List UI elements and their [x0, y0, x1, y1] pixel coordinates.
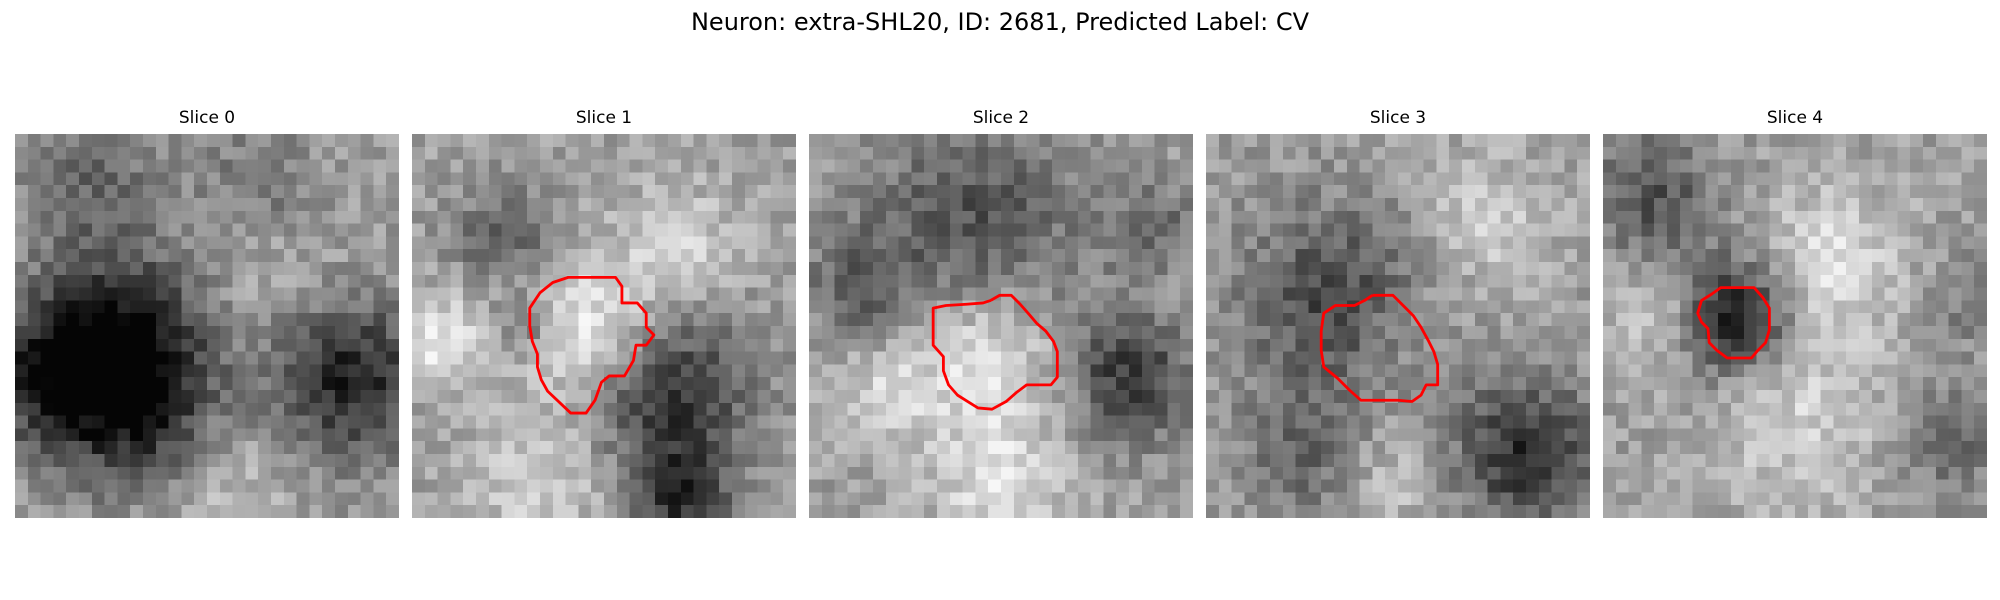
slice-image-2: [809, 134, 1193, 518]
slice-title-2: Slice 2: [972, 108, 1030, 128]
slice-panel-0: Slice 0: [15, 106, 399, 518]
slice-panel-4: Slice 4: [1603, 106, 1987, 518]
slice-pixels: [1603, 134, 1987, 518]
slice-pixels: [1206, 134, 1590, 518]
slice-pixels: [412, 134, 796, 518]
slice-panel-1: Slice 1: [412, 106, 796, 518]
slice-pixels: [15, 134, 399, 518]
figure-title: Neuron: extra-SHL20, ID: 2681, Predicted…: [690, 8, 1310, 36]
slice-title-4: Slice 4: [1766, 108, 1824, 128]
slice-image-0: [15, 134, 399, 518]
slice-title-1: Slice 1: [575, 108, 633, 128]
slice-panel-3: Slice 3: [1206, 106, 1590, 518]
contour-outline-2: [931, 293, 1059, 411]
contour-outline-1: [528, 275, 656, 415]
slice-image-3: [1206, 134, 1590, 518]
slice-title-0: Slice 0: [178, 108, 236, 128]
contour-outline-4: [1696, 286, 1771, 360]
contour-outline-3: [1319, 293, 1440, 403]
slice-image-4: [1603, 134, 1987, 518]
slice-pixels: [809, 134, 1193, 518]
slice-image-1: [412, 134, 796, 518]
slice-title-3: Slice 3: [1369, 108, 1427, 128]
slice-panel-2: Slice 2: [809, 106, 1193, 518]
